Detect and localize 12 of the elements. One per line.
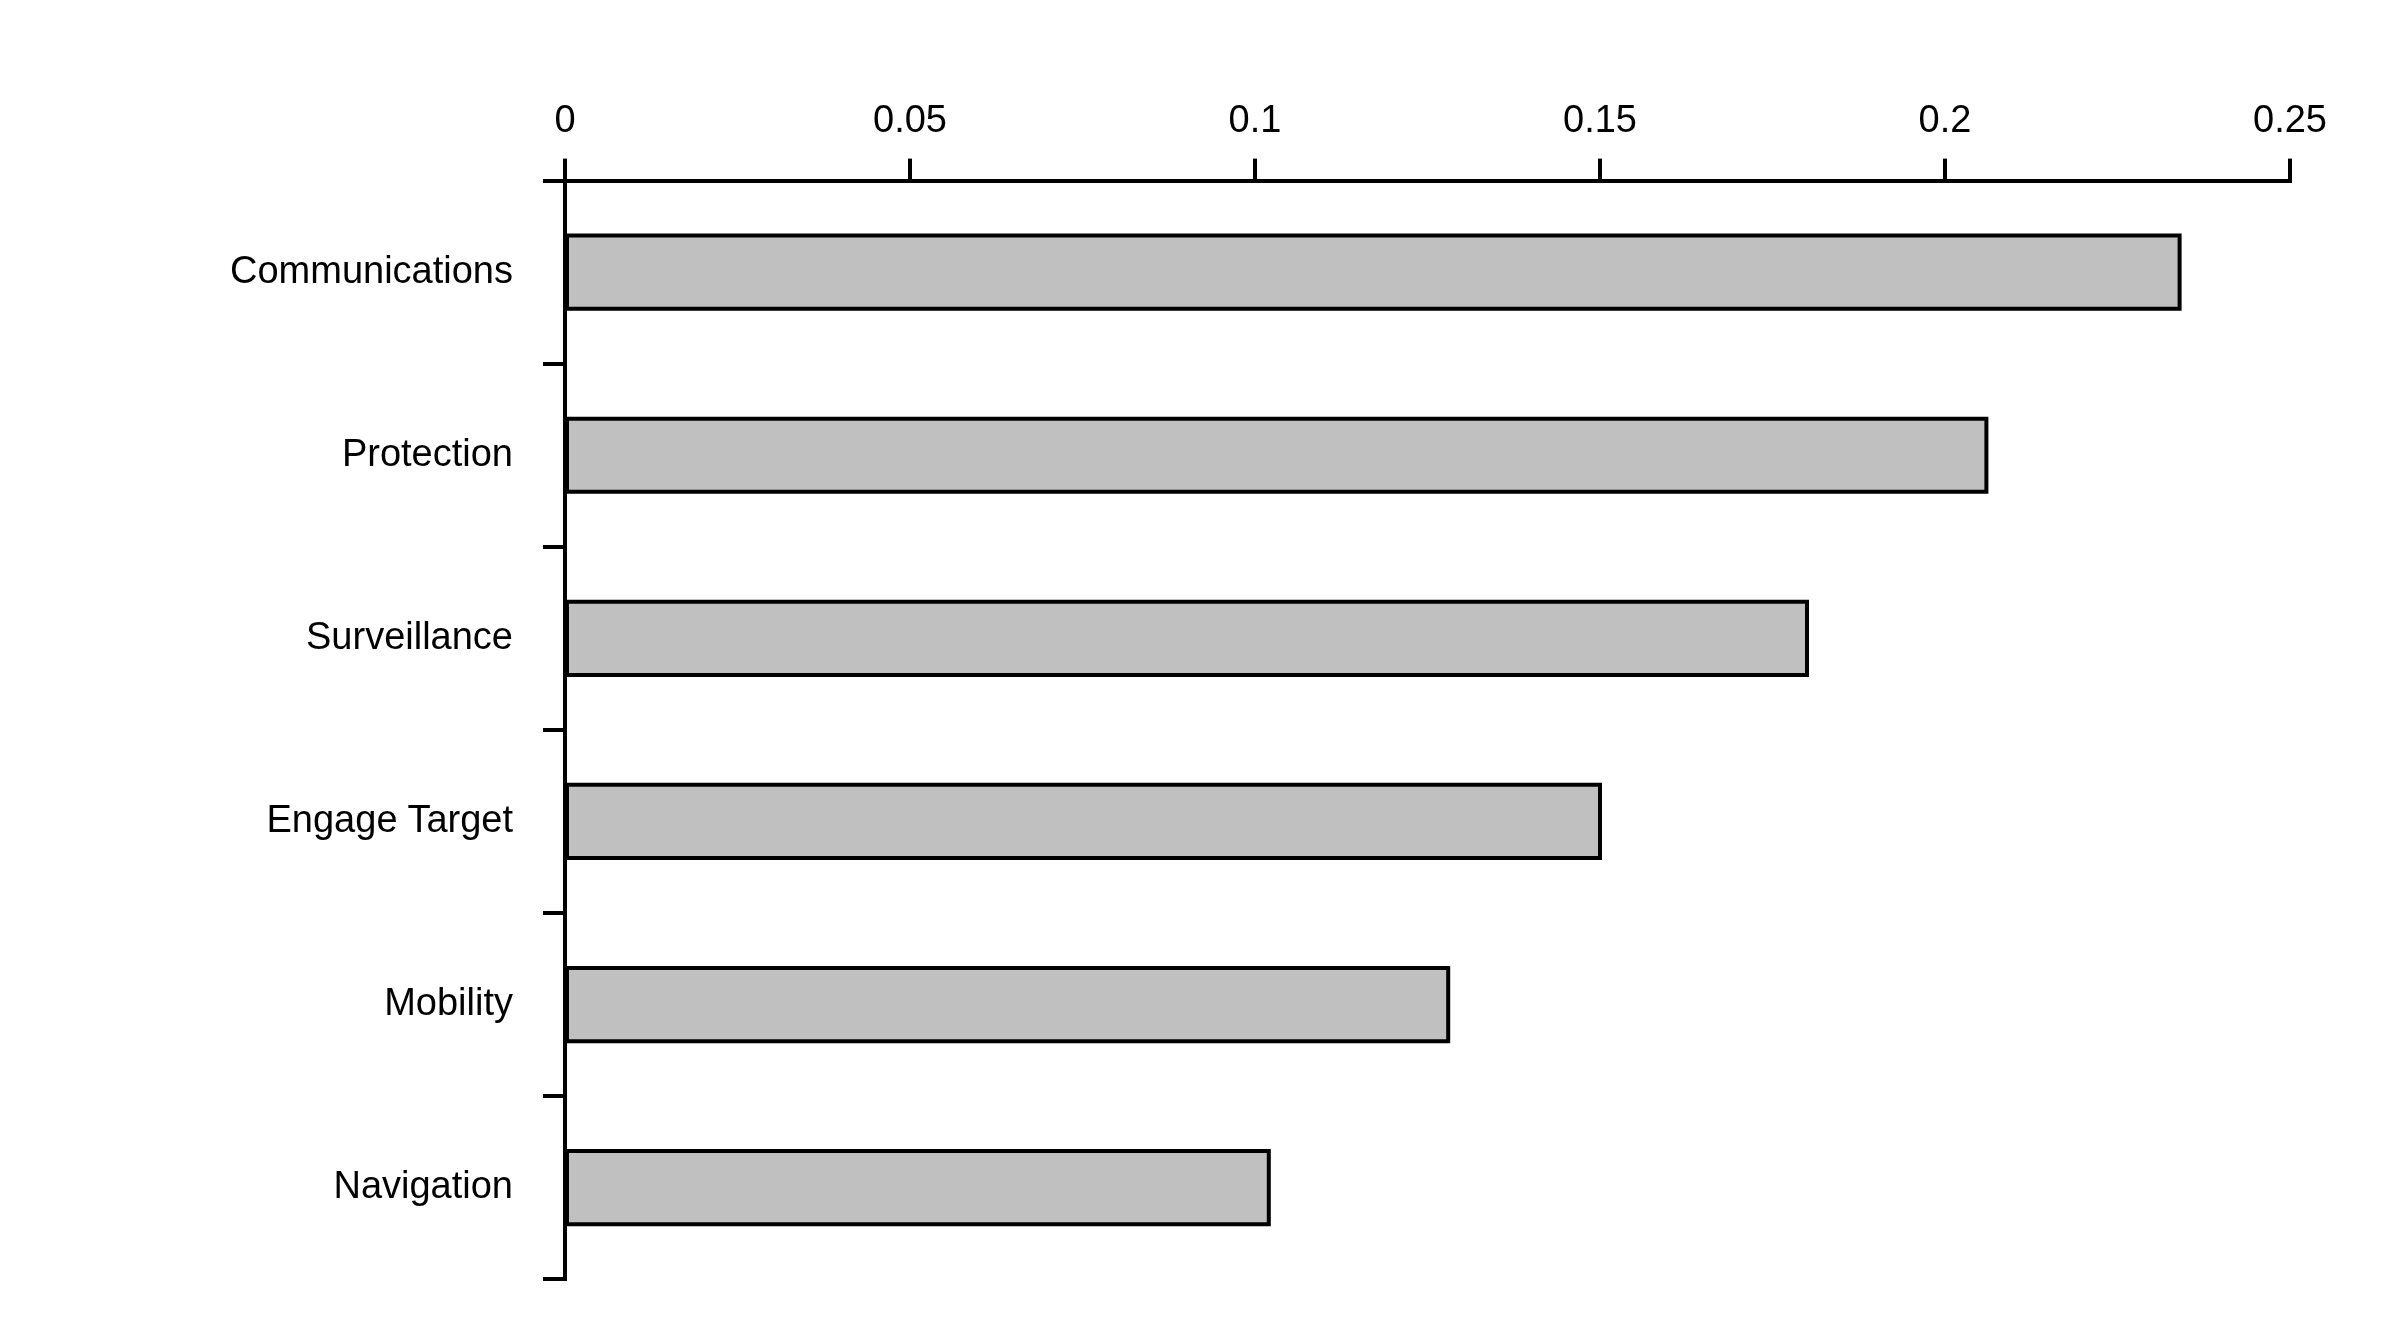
y-tick-label: Surveillance [306, 614, 513, 657]
x-tick-label: 0.25 [2253, 98, 2327, 141]
y-tick-label: Mobility [384, 981, 513, 1024]
x-tick-label: 0.1 [1228, 98, 1282, 141]
x-tick-label: 0.2 [1918, 98, 1972, 141]
x-tick-label: 0.15 [1563, 98, 1637, 141]
y-tick-label: Navigation [333, 1164, 513, 1207]
x-tick-label: 0.05 [873, 98, 947, 141]
x-tick-label: 0 [554, 98, 576, 141]
y-tick-label: Protection [341, 431, 513, 474]
y-tick-label: Communications [230, 248, 513, 291]
y-tick-label: Engage Target [266, 797, 514, 840]
